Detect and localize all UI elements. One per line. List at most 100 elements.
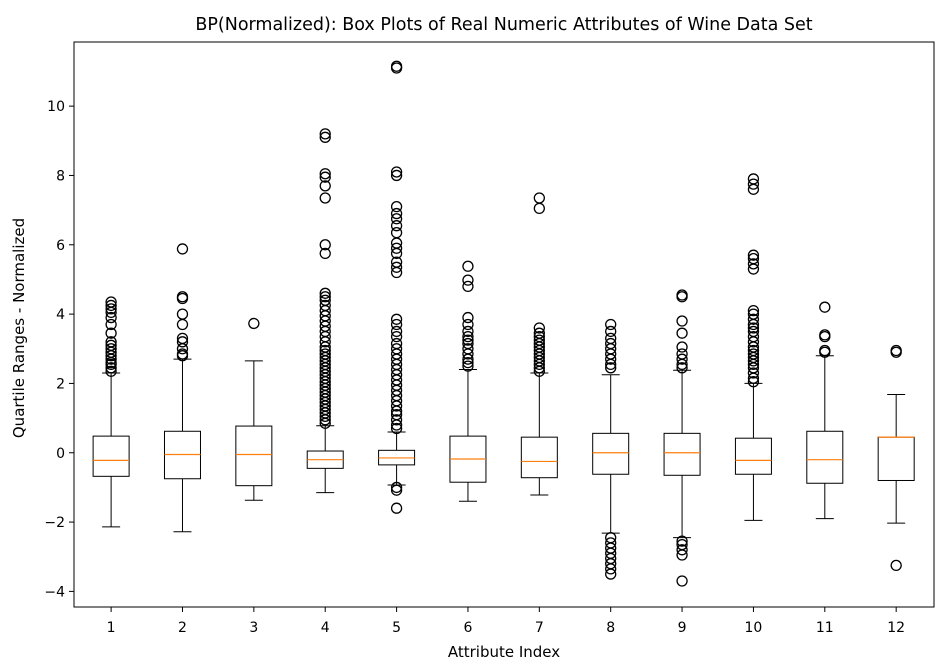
outlier-point [747, 376, 760, 388]
box-plot-8 [592, 318, 630, 580]
outlier-point [105, 362, 117, 374]
box-plot-11 [806, 301, 844, 520]
chart-title: BP(Normalized): Box Plots of Real Numeri… [195, 15, 812, 35]
outlier-point [319, 348, 331, 360]
y-tick-label: 10 [47, 99, 65, 115]
y-axis-label: Quartile Ranges - Normalized [10, 218, 28, 438]
outlier-point [747, 325, 760, 338]
outlier-point [390, 166, 403, 178]
y-tick-label: 0 [56, 446, 65, 462]
outlier-point [462, 311, 474, 324]
outlier-point [676, 327, 688, 339]
outlier-point [390, 207, 403, 220]
outlier-point [747, 308, 760, 320]
outlier-point [390, 60, 403, 72]
outlier-point [462, 274, 474, 286]
outlier-point [605, 568, 617, 580]
outlier-point [462, 356, 474, 369]
outlier-point [390, 422, 403, 435]
x-tick-label: 3 [249, 620, 258, 636]
x-tick-label: 7 [535, 620, 544, 636]
x-tick-label: 11 [816, 620, 834, 636]
y-tick-label: 8 [56, 168, 65, 184]
outlier-point [533, 322, 545, 334]
outlier-point [533, 334, 545, 346]
x-tick-label: 10 [745, 620, 763, 636]
outlier-point [605, 337, 617, 350]
x-tick-label: 8 [606, 620, 615, 636]
outlier-point [390, 330, 403, 343]
boxes-layer [92, 60, 915, 587]
outlier-point [747, 330, 760, 343]
box-plot-12 [877, 344, 915, 572]
outlier-point [676, 348, 688, 360]
iqr-box [92, 435, 130, 477]
outlier-point [390, 481, 403, 494]
outlier-point [462, 280, 474, 293]
outlier-point [533, 330, 545, 343]
outlier-point [390, 242, 403, 254]
box-plot-5 [378, 60, 416, 514]
outlier-point [105, 311, 117, 324]
outlier-point [676, 353, 688, 365]
outlier-point [747, 258, 760, 270]
outlier-point [676, 549, 688, 561]
outlier-point [319, 131, 331, 143]
outlier-point [390, 502, 403, 514]
outlier-point [747, 249, 760, 261]
x-tick-label: 12 [887, 620, 905, 636]
outlier-point [176, 291, 189, 303]
y-tick-label: 4 [56, 307, 65, 323]
box-plot-10 [734, 173, 772, 521]
outlier-point [605, 318, 617, 331]
outlier-point [105, 303, 117, 315]
iqr-box [663, 432, 701, 476]
outlier-point [390, 313, 403, 325]
outlier-point [747, 173, 760, 185]
outlier-point [319, 287, 331, 299]
outlier-point [319, 192, 331, 204]
outlier-point [176, 348, 189, 360]
y-axis: −4 −2 0 2 4 6 8 10 [44, 99, 74, 600]
box-plot-9 [663, 289, 701, 587]
outlier-point [390, 200, 403, 213]
outlier-point [390, 318, 403, 331]
outlier-point [319, 239, 331, 251]
outlier-point [747, 348, 760, 360]
outlier-point [105, 343, 117, 355]
outlier-point [747, 178, 760, 190]
outlier-point [319, 171, 331, 183]
y-tick-label: 6 [56, 238, 65, 254]
box-plot-7 [520, 192, 558, 496]
box-plot-4 [306, 128, 344, 494]
outlier-point [390, 226, 403, 239]
outlier-point [819, 344, 831, 357]
box-plot-1 [92, 296, 130, 528]
x-axis-label: Attribute Index [448, 643, 560, 661]
outlier-point [605, 325, 617, 338]
outlier-point [105, 339, 117, 351]
outlier-point [676, 535, 688, 547]
outlier-point [819, 329, 831, 341]
outlier-point [390, 414, 403, 426]
x-tick-label: 5 [392, 620, 401, 636]
x-tick-label: 4 [321, 620, 330, 636]
iqr-box [592, 432, 630, 475]
box-plot-3 [235, 317, 273, 501]
outlier-point [890, 559, 902, 572]
outlier-point [176, 332, 189, 345]
outlier-point [176, 318, 189, 331]
outlier-point [105, 299, 117, 312]
outlier-point [747, 322, 760, 334]
outlier-point [319, 180, 331, 192]
outlier-point [319, 168, 331, 180]
outlier-point [390, 337, 403, 350]
outlier-point [676, 289, 688, 301]
outlier-point [176, 336, 189, 348]
outlier-point [105, 296, 117, 308]
outlier-point [105, 336, 117, 348]
outlier-point [319, 247, 331, 260]
outlier-point [676, 315, 688, 327]
outlier-point [319, 128, 331, 140]
